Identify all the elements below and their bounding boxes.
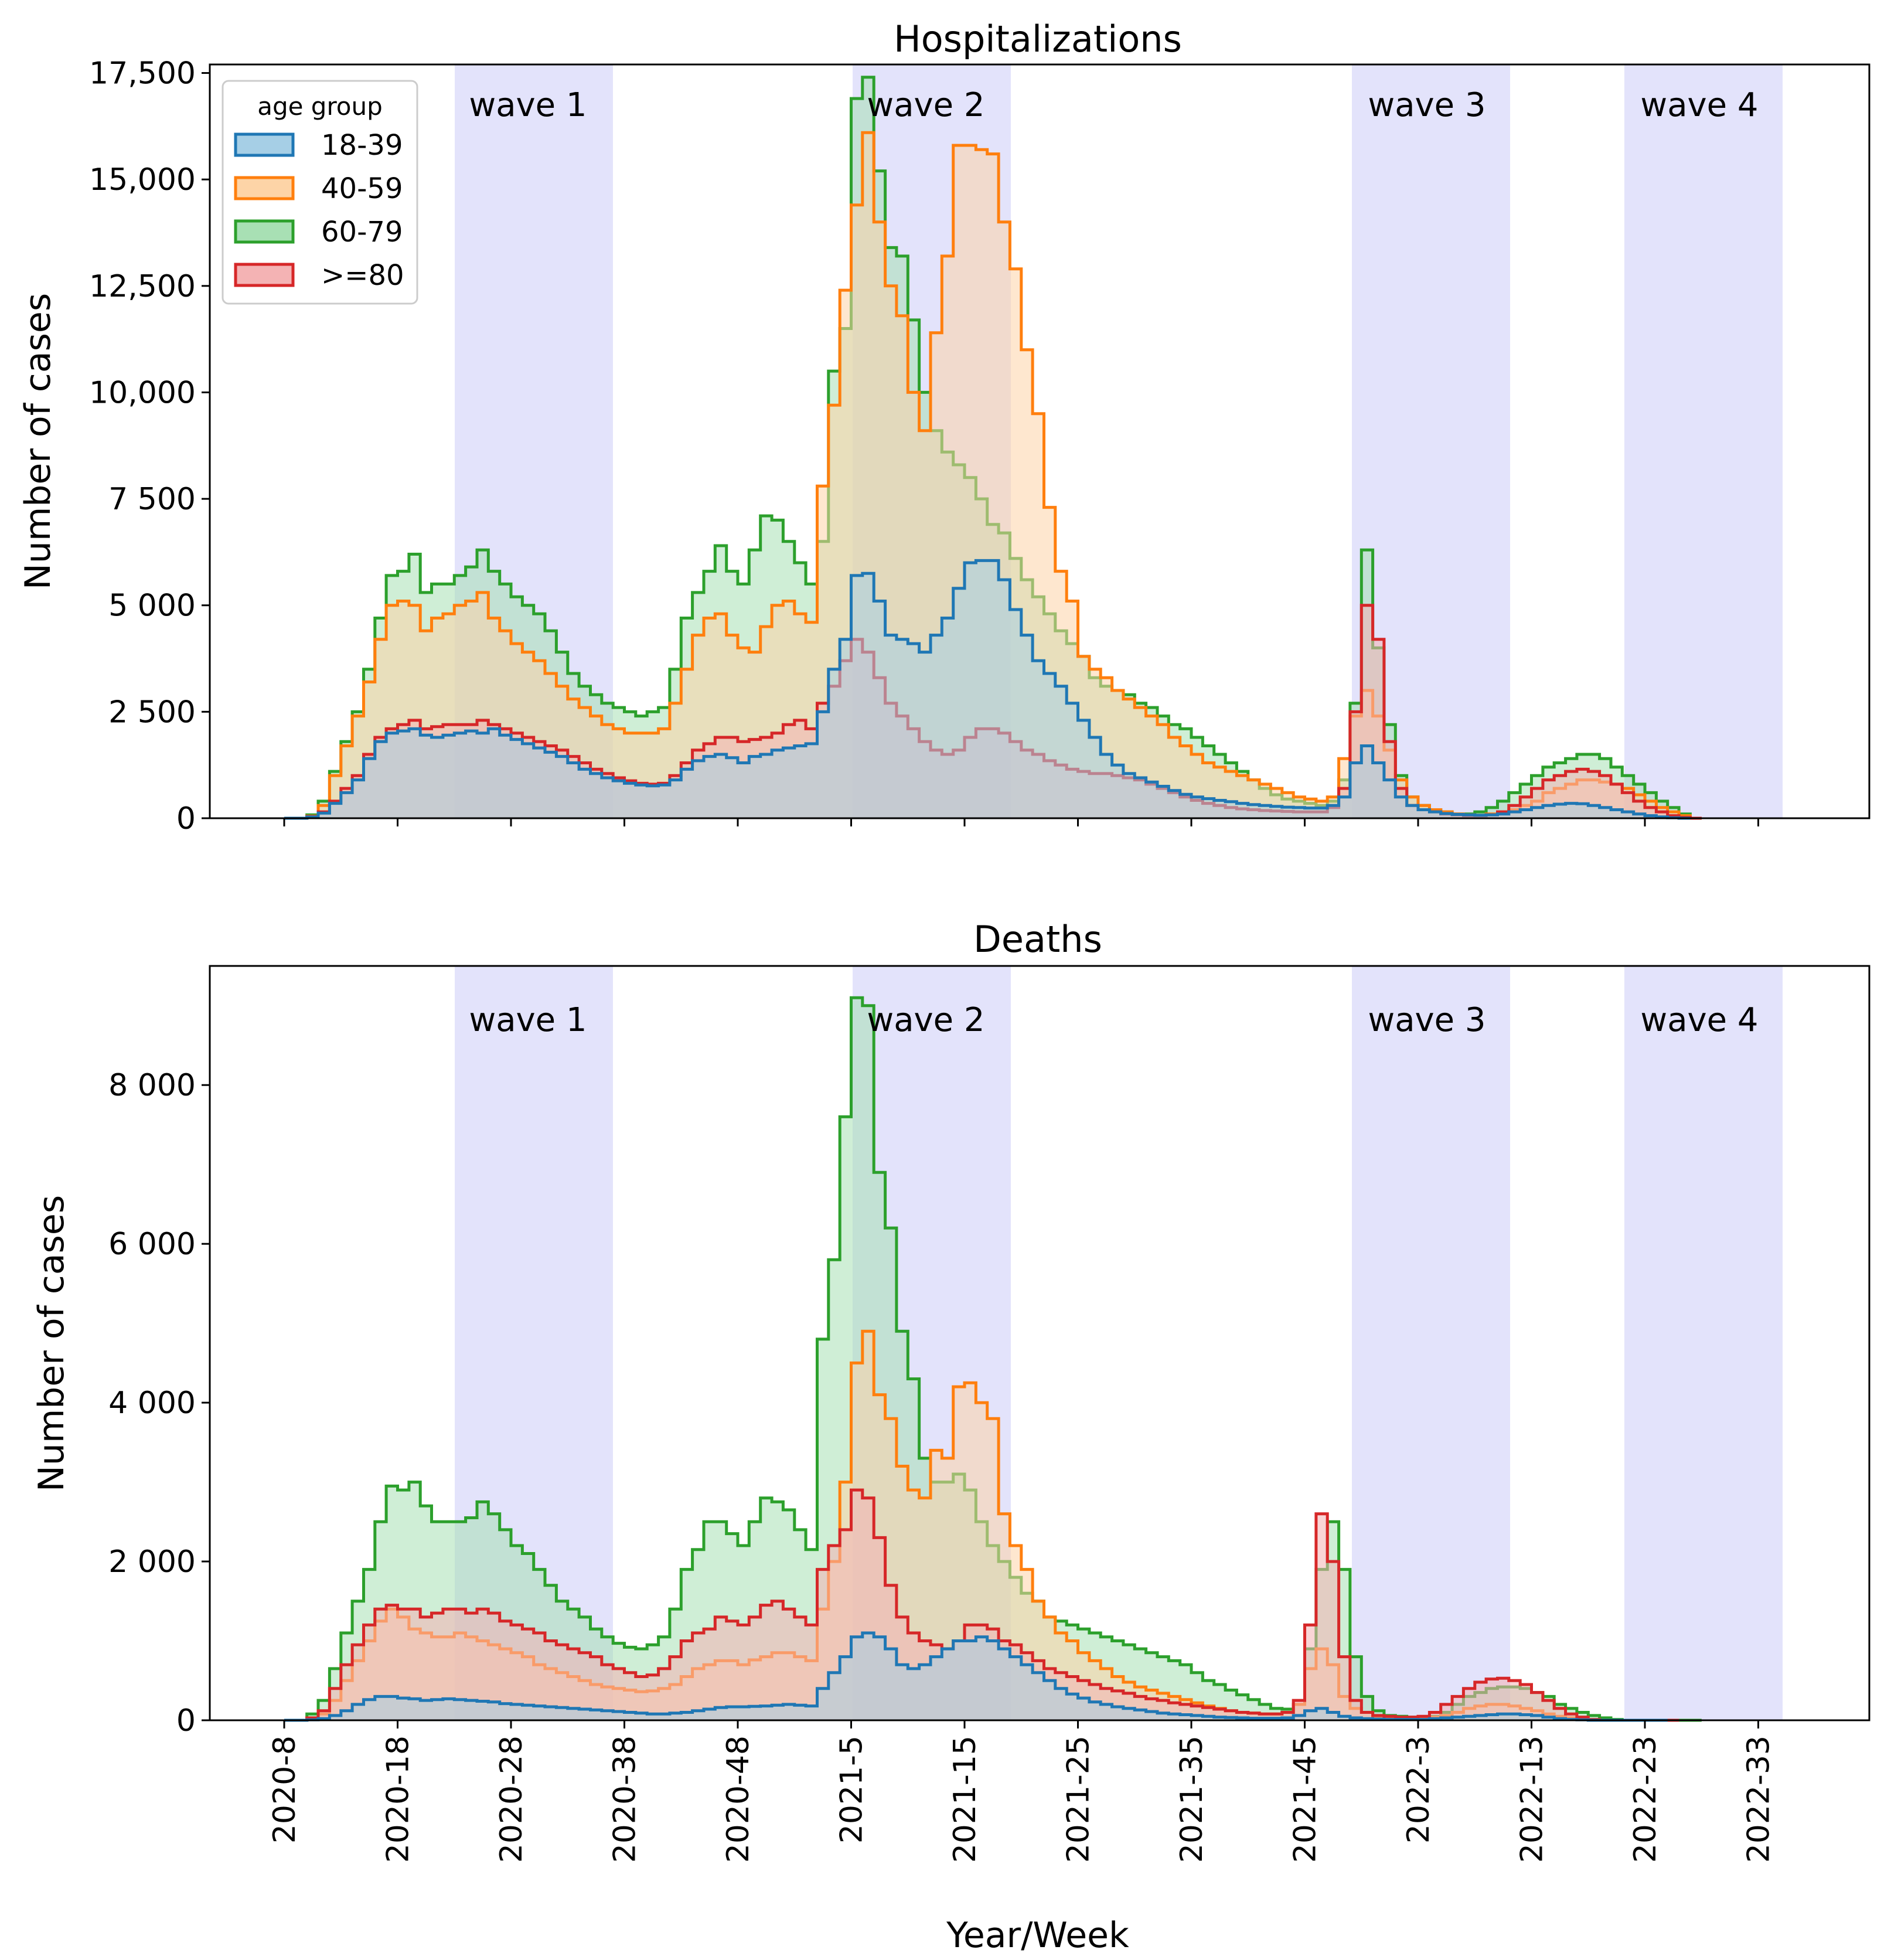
wave-4-band	[1624, 966, 1783, 1720]
hospitalizations-series	[284, 76, 1702, 820]
legend-swatch-18-39	[234, 132, 295, 157]
wave-3-label: wave 3	[1368, 1001, 1485, 1039]
wave-2-label: wave 2	[867, 86, 984, 124]
x-tick-label: 2020-28	[494, 1736, 529, 1863]
wave-4-label: wave 4	[1640, 86, 1758, 124]
deaths-frame	[209, 965, 1870, 1721]
hospitalizations-frame	[209, 63, 1870, 819]
x-tick-label: 2021-5	[834, 1736, 870, 1843]
legend-swatch-80-plus	[234, 263, 295, 287]
deaths-series	[284, 996, 1702, 1722]
x-tick-label: 2021-35	[1174, 1736, 1209, 1863]
x-axis-label: Year/Week	[946, 1915, 1129, 1956]
y-tick-label: 8 000	[108, 1068, 196, 1103]
legend-label-60-79: 60-79	[321, 216, 403, 249]
deaths-y-label: Number of cases	[31, 1195, 72, 1492]
y-tick-label: 7 500	[108, 482, 196, 517]
y-tick-label: 2 500	[108, 695, 196, 730]
x-tick-label: 2021-15	[948, 1736, 983, 1863]
y-tick-label: 10,000	[89, 375, 196, 410]
hospitalizations-area-40-59	[284, 132, 1702, 819]
legend-label-40-59: 40-59	[321, 172, 403, 205]
x-tick-label: 2022-3	[1401, 1736, 1436, 1843]
y-tick-label: 2 000	[108, 1544, 196, 1580]
hospitalizations-panel: Hospitalizations wave 1 wave 2 wave 3 wa…	[18, 18, 1870, 836]
deaths-panel: Deaths wave 1 wave 2 wave 3 wave 4 0 2 00…	[31, 918, 1870, 1956]
x-tick-label: 2020-8	[267, 1736, 302, 1843]
hospitalizations-area-18-39	[284, 560, 1691, 818]
hospitalizations-x-ticks	[283, 818, 1759, 826]
deaths-area-18-39	[284, 1633, 1668, 1720]
legend-label-80-plus: >=80	[321, 259, 404, 292]
legend-label-18-39: 18-39	[321, 129, 403, 162]
wave-1-label: wave 1	[469, 1001, 587, 1039]
x-tick-label: 2021-25	[1061, 1736, 1096, 1863]
deaths-line-80	[284, 1488, 1679, 1722]
deaths-area-80	[284, 1490, 1679, 1720]
legend: age group 18-39 40-59 60-79 >=80	[222, 80, 418, 305]
deaths-y-axis: 0 2 000 4 000 6 000 8 000	[108, 1068, 210, 1738]
x-tick-label: 2022-33	[1742, 1736, 1777, 1863]
x-tick-label: 2020-48	[721, 1736, 756, 1863]
x-tick-label: 2022-23	[1628, 1736, 1663, 1863]
legend-swatch-40-59	[234, 176, 295, 200]
hospitalizations-title: Hospitalizations	[894, 18, 1182, 60]
wave-2-label: wave 2	[867, 1001, 984, 1039]
y-tick-label: 15,000	[89, 162, 196, 198]
hospitalizations-y-label: Number of cases	[18, 293, 59, 590]
wave-3-band	[1352, 966, 1510, 1720]
deaths-title: Deaths	[973, 918, 1102, 961]
wave-4-label: wave 4	[1640, 1001, 1758, 1039]
y-tick-label: 0	[176, 801, 196, 836]
wave-3-label: wave 3	[1368, 86, 1485, 124]
hospitalizations-line-18-39	[284, 559, 1691, 820]
deaths-area-40-59	[284, 1331, 1679, 1720]
x-tick-label: 2021-45	[1288, 1736, 1323, 1863]
legend-title: age group	[257, 92, 383, 121]
y-tick-label: 12,500	[89, 269, 196, 304]
wave-labels: wave 1 wave 2 wave 3 wave 4	[469, 1001, 1758, 1039]
legend-swatch-60-79	[234, 219, 295, 244]
wave-4-band	[1624, 64, 1783, 818]
y-tick-label: 5 000	[108, 588, 196, 624]
y-tick-label: 4 000	[108, 1386, 196, 1421]
wave-labels: wave 1 wave 2 wave 3 wave 4	[469, 86, 1758, 124]
x-tick-label: 2020-38	[608, 1736, 643, 1863]
x-tick-label: 2020-18	[381, 1736, 416, 1863]
deaths-x-ticks: 2020-8 2020-18 2020-28 2020-38 2020-48 2021-5…	[267, 1720, 1777, 1863]
wave-1-label: wave 1	[469, 86, 587, 124]
y-tick-label: 0	[176, 1703, 196, 1738]
x-tick-label: 2022-13	[1515, 1736, 1550, 1863]
y-tick-label: 6 000	[108, 1227, 196, 1262]
y-tick-label: 17,500	[89, 56, 196, 91]
hospitalizations-y-axis: 0 2 500 5 000 7 500 10,000 12,500 15,000 17,500	[89, 56, 210, 836]
